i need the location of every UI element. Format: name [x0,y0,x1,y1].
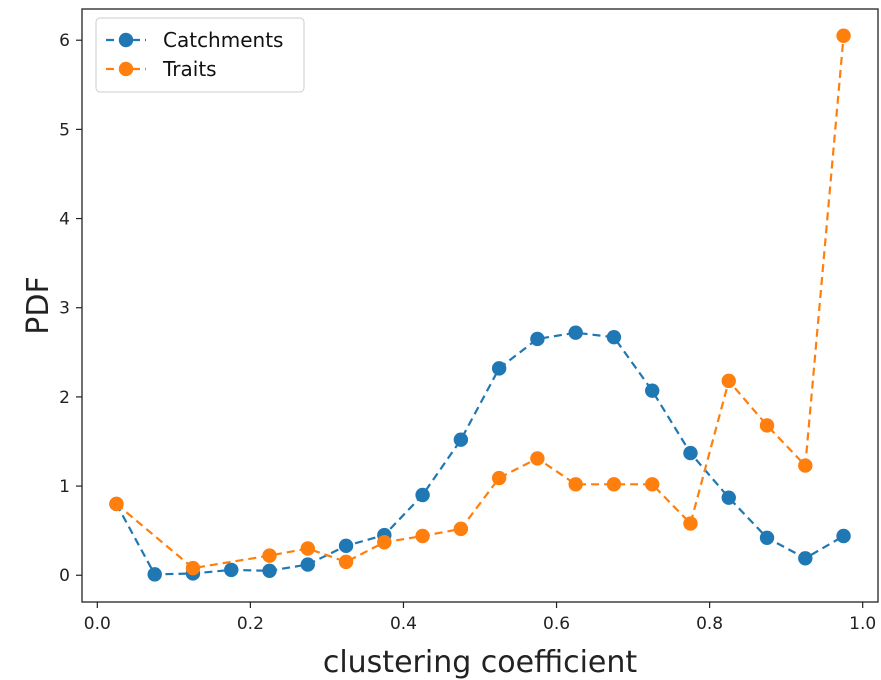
data-point-traits-2 [262,548,277,563]
data-point-traits-6 [415,528,430,544]
data-point-traits-17 [836,28,851,43]
data-point-traits-14 [721,373,736,389]
plot-area [109,28,851,582]
data-point-catchments-16 [721,490,736,505]
x-tick-label-4: 0.8 [696,614,723,634]
data-point-traits-15 [759,418,775,433]
data-point-catchments-1 [147,567,162,582]
y-axis-label: PDF [21,276,56,334]
y-tick-label-3: 3 [59,299,70,319]
data-point-catchments-4 [262,563,277,578]
data-point-catchments-10 [491,361,507,376]
y-tick-label-6: 6 [59,31,70,51]
data-point-traits-1 [185,560,201,576]
data-point-traits-5 [377,535,392,550]
series-line-traits [115,35,845,570]
legend-label-traits: Traits [162,57,217,81]
data-point-traits-8 [491,470,507,486]
data-point-catchments-14 [645,383,660,398]
legend-box [95,17,305,93]
axis-ticks: 0.0 0.2 0.4 0.6 0.8 1.0 0 1 2 3 4 5 6 [59,31,876,634]
data-point-traits-13 [683,516,698,531]
data-point-traits-12 [645,477,660,492]
data-point-traits-7 [453,521,469,537]
legend: Catchments Traits [95,17,305,93]
data-point-traits-9 [530,451,545,466]
data-point-catchments-5 [300,557,315,572]
x-tick-label-2: 0.4 [390,614,417,634]
data-point-traits-4 [338,554,354,570]
legend-marker-traits [118,61,134,77]
data-point-traits-10 [568,477,583,492]
data-point-traits-0 [109,496,124,512]
data-point-catchments-6 [338,538,354,554]
legend-marker-catchments [118,32,134,48]
data-point-traits-3 [300,541,315,556]
data-point-catchments-13 [606,329,622,345]
data-point-catchments-11 [530,331,545,347]
plot-frame [81,8,879,603]
data-point-catchments-3 [224,562,239,578]
x-tick-label-5: 1.0 [849,614,876,634]
data-point-traits-16 [798,458,813,473]
data-point-catchments-9 [453,432,469,447]
y-tick-label-2: 2 [59,388,70,408]
y-tick-label-5: 5 [59,120,70,140]
y-tick-label-1: 1 [59,477,70,497]
y-tick-label-4: 4 [59,210,70,230]
x-axis-label: clustering coefficient [323,645,638,680]
data-point-catchments-19 [836,528,851,544]
legend-label-catchments: Catchments [163,28,283,52]
series-line-catchments [115,331,845,576]
y-tick-label-0: 0 [59,566,70,586]
data-point-catchments-8 [415,487,430,503]
data-point-catchments-12 [568,325,583,340]
x-tick-label-1: 0.2 [237,614,264,634]
x-tick-label-0: 0.0 [84,614,111,634]
x-tick-label-3: 0.6 [543,614,570,634]
data-point-catchments-15 [683,445,698,461]
data-point-catchments-17 [759,530,775,545]
data-point-traits-11 [606,477,622,492]
data-point-catchments-18 [798,551,813,566]
